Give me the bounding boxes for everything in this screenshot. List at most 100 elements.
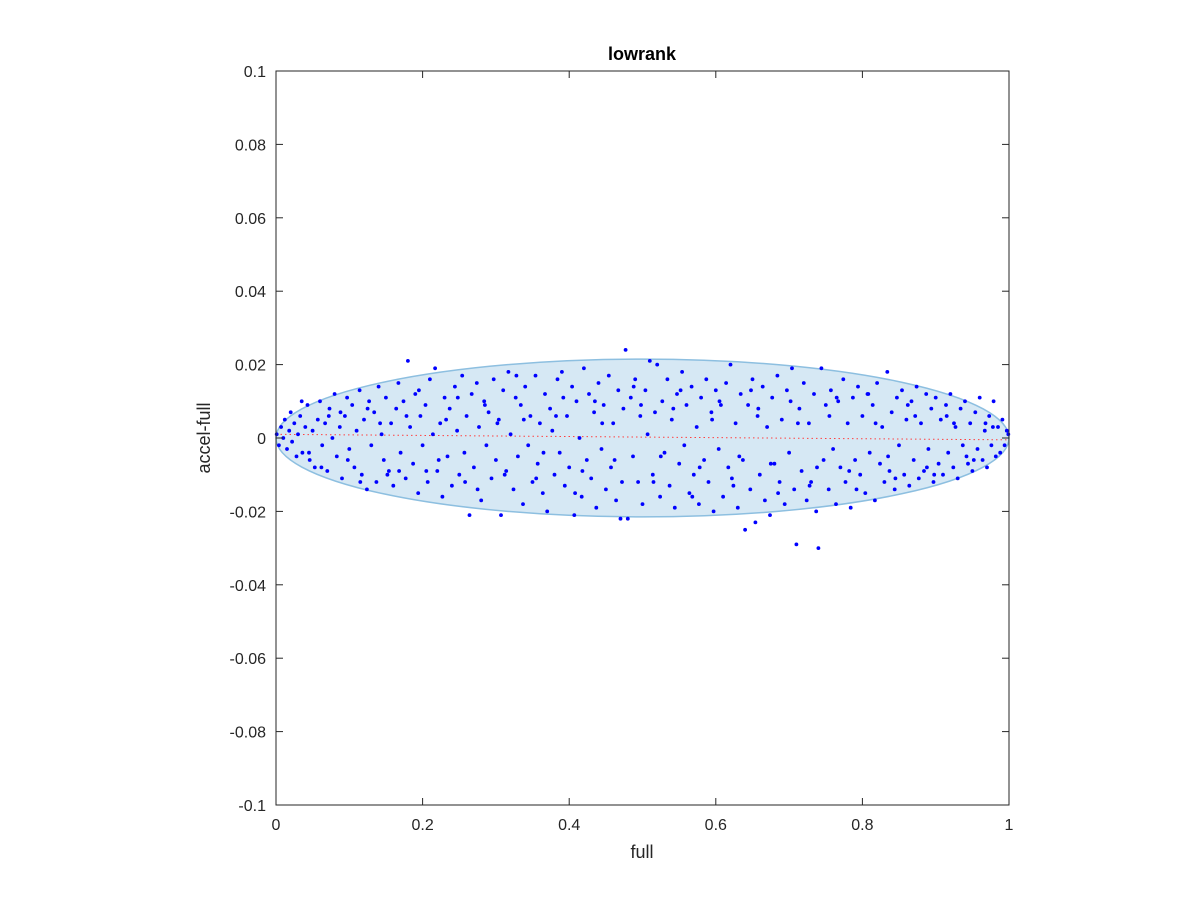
data-point [684,403,689,407]
data-point [924,392,929,396]
data-point [538,421,542,426]
data-point [671,406,676,411]
data-point [875,381,879,385]
data-point [809,480,813,484]
data-point [633,377,638,382]
data-points [274,348,1011,550]
data-point [973,410,978,415]
data-point [288,410,293,415]
data-point [911,458,916,462]
data-point [922,469,926,473]
data-point [631,454,635,459]
data-point [596,381,601,385]
data-point [592,410,596,415]
data-point [621,406,626,411]
data-point [606,373,611,378]
data-point [433,366,437,371]
data-point [843,480,848,484]
x-tick-label: 1 [1005,817,1014,834]
data-point [643,388,648,393]
data-point [362,417,366,422]
data-point [757,472,762,477]
data-point [475,487,480,492]
data-point [560,370,564,374]
data-point [369,443,374,448]
data-point [955,476,960,481]
data-point [763,498,767,503]
data-point [704,377,709,382]
data-point [411,461,415,466]
data-point [687,491,692,495]
confidence-ellipse [275,358,1010,518]
data-point [682,443,687,448]
data-point [944,414,949,418]
y-tick-label: -0.08 [230,725,267,742]
data-point [307,450,311,455]
data-point [469,392,474,396]
data-point [796,421,800,426]
data-point [719,403,723,407]
data-point [929,406,934,411]
data-point [274,432,279,437]
data-point [479,498,484,503]
data-point [330,436,335,440]
data-point [907,483,912,488]
data-point [816,546,821,550]
y-axis-label: accel-full [194,402,214,473]
data-point [589,476,594,481]
data-point [428,377,432,382]
data-point [737,454,742,459]
data-point [933,395,938,400]
data-point [508,432,513,437]
data-point [658,454,663,459]
data-point [450,483,454,488]
data-point [702,458,706,462]
data-point [870,403,875,407]
data-point [354,428,359,433]
data-point [989,443,994,448]
data-point [514,373,519,378]
data-point [750,377,755,382]
data-point [713,388,718,393]
data-point [717,399,722,404]
data-point [290,439,294,444]
data-point [562,483,567,488]
data-point [638,414,643,418]
data-point [853,458,857,462]
data-point [582,366,586,371]
data-point [408,425,412,429]
data-point [938,417,943,422]
data-point [882,480,887,484]
data-point [788,399,793,404]
data-point [384,395,388,400]
data-point [413,392,418,396]
data-point [357,388,362,393]
data-point [801,381,806,385]
data-point [848,505,853,510]
data-point [406,359,410,363]
data-point [697,465,702,470]
data-point [381,458,386,462]
reference-line-layer [275,433,1010,441]
data-point [436,458,441,462]
data-point [305,403,310,407]
y-axis-ticks: 0.1 0.08 0.06 0.04 0.02 0 -0.02 -0.04 -0.06 -0.08… [230,64,1009,815]
data-point [482,399,487,404]
data-point [925,465,929,470]
y-tick-label: 0.08 [235,137,266,154]
data-point [281,436,286,440]
data-point [699,395,703,400]
data-point [782,502,787,506]
data-point [618,516,623,521]
y-tick-label: 0.04 [235,284,266,301]
data-point [533,373,538,378]
data-point [636,480,640,484]
data-point [887,469,892,473]
y-tick-label: -0.04 [230,578,267,595]
x-axis-label: full [630,842,653,862]
data-point [797,406,802,411]
data-point [841,377,846,382]
data-point [827,414,832,418]
data-point [631,384,636,389]
